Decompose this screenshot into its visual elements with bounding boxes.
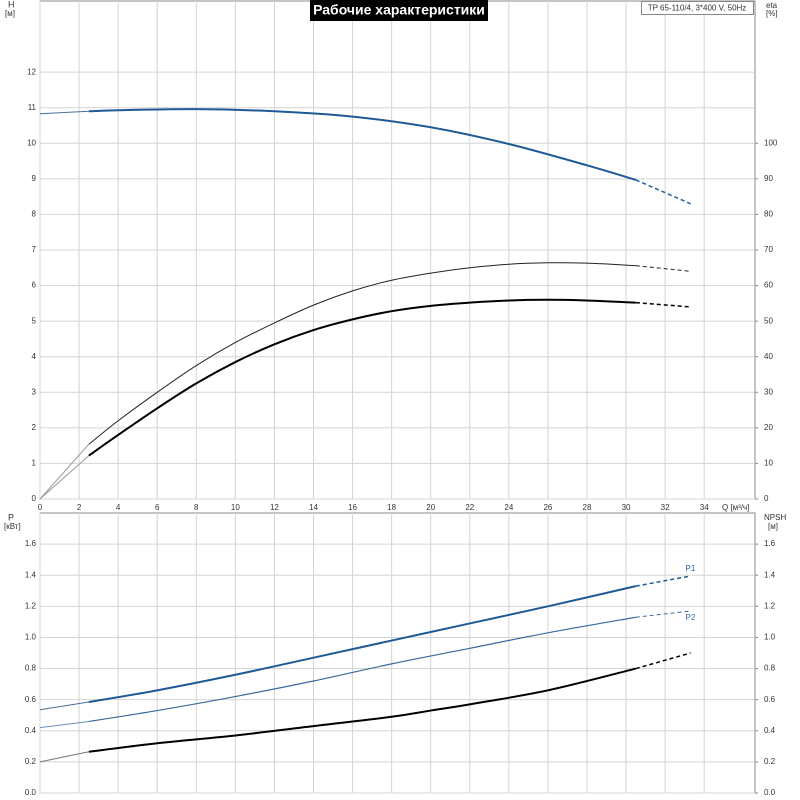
- title-box: [310, 0, 488, 21]
- series-line: [88, 585, 637, 703]
- y2-tick-label: 70: [764, 245, 773, 254]
- series-label: P1: [686, 564, 696, 573]
- y2-tick-label: 90: [764, 174, 773, 183]
- x-tick-label: 18: [387, 503, 396, 512]
- x-tick-label: 14: [309, 503, 318, 512]
- series-line: [39, 701, 89, 711]
- series-line: [88, 298, 636, 457]
- y-tick-label: 10: [27, 138, 36, 147]
- y2-tick-label: 0.2: [764, 757, 776, 766]
- y-tick-label: 0.6: [25, 695, 37, 704]
- y2-axis-label: NPSH: [764, 513, 786, 522]
- x-tick-label: 30: [622, 503, 631, 512]
- annotation: TP 65-110/4, 3*400 V, 50Hz: [648, 4, 747, 13]
- y-tick-label: 5: [32, 316, 37, 325]
- y2-tick-label: 30: [764, 387, 773, 396]
- y2-tick-label: 0.6: [764, 695, 776, 704]
- x-tick-label: 22: [465, 503, 474, 512]
- y-tick-label: 11: [28, 103, 37, 112]
- y-tick-label: 1.4: [25, 570, 37, 579]
- series-line: [39, 455, 90, 500]
- y-tick-label: 4: [32, 352, 37, 361]
- annotation-box: [641, 1, 754, 15]
- y2-tick-label: 1.4: [764, 570, 776, 579]
- x-axis-label: Q [м³/ч]: [722, 503, 749, 512]
- x-tick-label: 0: [38, 503, 43, 512]
- x-tick-label: 10: [231, 503, 240, 512]
- y2-tick-label: 0: [764, 494, 769, 503]
- x-tick-label: 12: [270, 503, 279, 512]
- y-tick-label: 1: [32, 459, 37, 468]
- x-tick-label: 8: [194, 503, 199, 512]
- x-tick-label: 20: [426, 503, 435, 512]
- series-line: [635, 610, 691, 618]
- y-tick-label: 0.0: [25, 788, 37, 797]
- y-axis-unit: [кВт]: [4, 522, 21, 531]
- y-axis-label: P: [8, 512, 14, 522]
- y-tick-label: 1.6: [25, 539, 37, 548]
- series-label: P2: [686, 613, 696, 622]
- y-axis-label: H: [8, 0, 15, 9]
- y-tick-label: 7: [32, 245, 37, 254]
- x-tick-label: 32: [661, 503, 670, 512]
- x-tick-label: 24: [504, 503, 513, 512]
- y2-axis-unit: [%]: [766, 9, 778, 18]
- y-tick-label: 0.4: [25, 726, 37, 735]
- y2-tick-label: 80: [764, 210, 773, 219]
- series-line: [635, 575, 691, 587]
- y-axis-unit: [м]: [5, 9, 15, 18]
- series-line: [635, 265, 691, 272]
- y-tick-label: 3: [32, 387, 37, 396]
- y2-tick-label: 0.0: [764, 788, 776, 797]
- y2-axis-label: eta: [766, 1, 778, 10]
- series-line: [39, 110, 89, 115]
- series-line: [39, 720, 89, 729]
- x-tick-label: 34: [700, 503, 709, 512]
- y2-tick-label: 20: [764, 423, 773, 432]
- y2-tick-label: 0.8: [764, 664, 776, 673]
- series-line: [88, 262, 636, 445]
- y2-tick-label: 1.2: [764, 601, 776, 610]
- series-line: [635, 652, 691, 670]
- y2-tick-label: 0.4: [764, 726, 776, 735]
- chart-title: Рабочие характеристики: [313, 2, 485, 18]
- y2-tick-label: 60: [764, 281, 773, 290]
- series-line: [39, 443, 90, 500]
- x-tick-label: 28: [583, 503, 592, 512]
- series-line: [88, 108, 637, 181]
- series-line: [39, 751, 89, 763]
- y2-tick-label: 100: [764, 138, 778, 147]
- y2-tick-label: 1.6: [764, 539, 776, 548]
- x-tick-label: 26: [543, 503, 552, 512]
- y-tick-label: 1.2: [25, 601, 37, 610]
- y2-tick-label: 10: [764, 459, 773, 468]
- y-tick-label: 9: [32, 174, 37, 183]
- y-tick-label: 1.0: [25, 633, 37, 642]
- series-line: [88, 616, 636, 723]
- y2-tick-label: 1.0: [764, 633, 776, 642]
- series-line: [88, 667, 637, 753]
- y-tick-label: 2: [32, 423, 37, 432]
- y-tick-label: 12: [27, 67, 36, 76]
- x-tick-label: 16: [348, 503, 357, 512]
- x-tick-label: 6: [155, 503, 160, 512]
- y-tick-label: 0.2: [25, 757, 37, 766]
- y2-tick-label: 40: [764, 352, 773, 361]
- y2-axis-unit: [м]: [768, 522, 778, 531]
- y-tick-label: 8: [32, 210, 37, 219]
- x-tick-label: 2: [77, 503, 82, 512]
- y-tick-label: 0: [32, 494, 37, 503]
- y-tick-label: 6: [32, 281, 37, 290]
- x-tick-label: 4: [116, 503, 121, 512]
- y2-tick-label: 50: [764, 316, 773, 325]
- series-line: [635, 301, 691, 308]
- y-tick-label: 0.8: [25, 664, 37, 673]
- series-line: [635, 179, 691, 205]
